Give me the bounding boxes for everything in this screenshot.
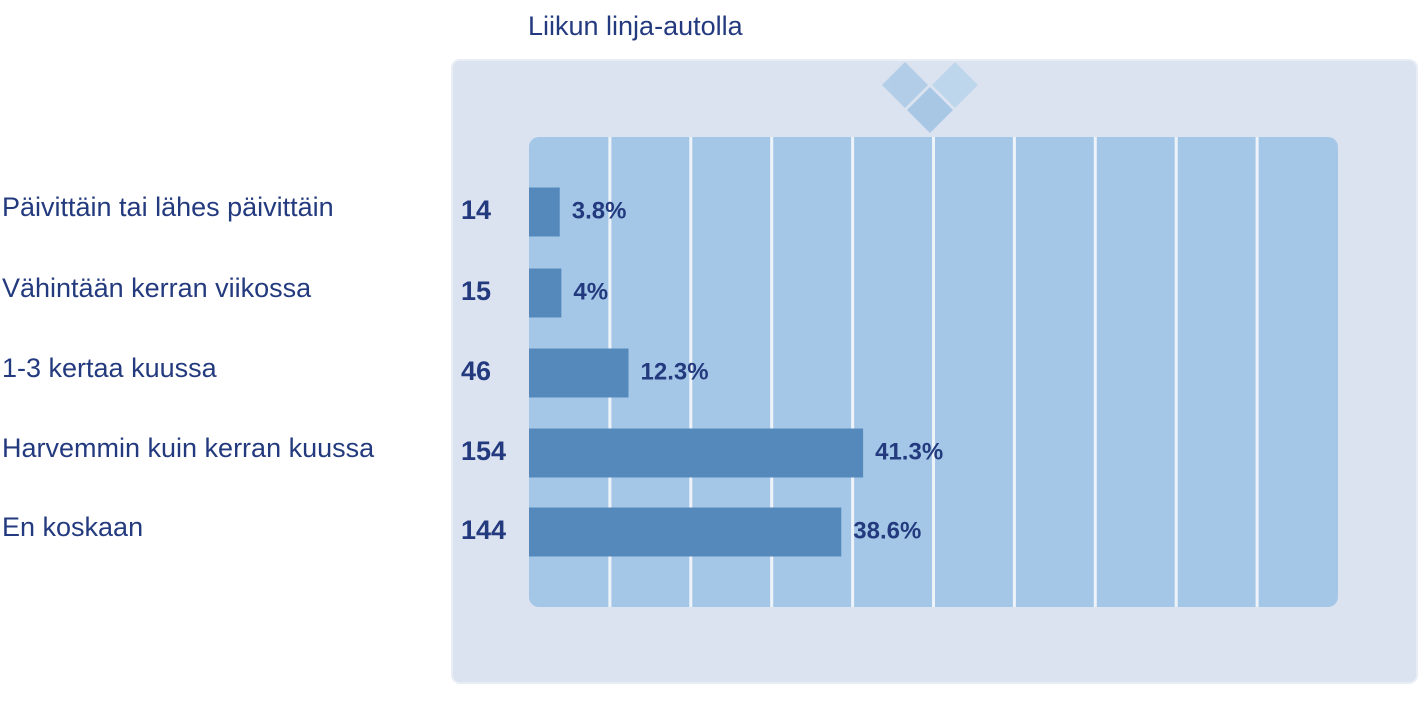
value-label: 4% bbox=[573, 278, 608, 305]
category-label: Päivittäin tai lähes päivittäin bbox=[2, 192, 334, 222]
bar bbox=[529, 187, 560, 237]
value-label: 3.8% bbox=[572, 197, 627, 224]
count-label: 46 bbox=[461, 356, 491, 386]
category-label: Vähintään kerran viikossa bbox=[2, 273, 312, 303]
bar bbox=[529, 428, 864, 478]
bar bbox=[529, 268, 562, 318]
plot-area: Päivittäin tai lähes päivittäin 14 3.8% Väh… bbox=[2, 137, 1338, 607]
category-label: En koskaan bbox=[2, 512, 143, 542]
logo bbox=[882, 62, 978, 133]
bar bbox=[529, 348, 629, 398]
category-label: Harvemmin kuin kerran kuussa bbox=[2, 433, 375, 463]
count-label: 14 bbox=[461, 195, 491, 225]
bar bbox=[529, 507, 842, 557]
category-label: 1-3 kertaa kuussa bbox=[2, 353, 218, 383]
value-label: 41.3% bbox=[875, 438, 943, 465]
count-label: 15 bbox=[461, 276, 491, 306]
value-label: 38.6% bbox=[853, 517, 921, 544]
value-label: 12.3% bbox=[641, 358, 709, 385]
count-label: 144 bbox=[461, 515, 506, 545]
count-label: 154 bbox=[461, 436, 506, 466]
chart-title: Liikun linja-autolla bbox=[528, 11, 744, 41]
